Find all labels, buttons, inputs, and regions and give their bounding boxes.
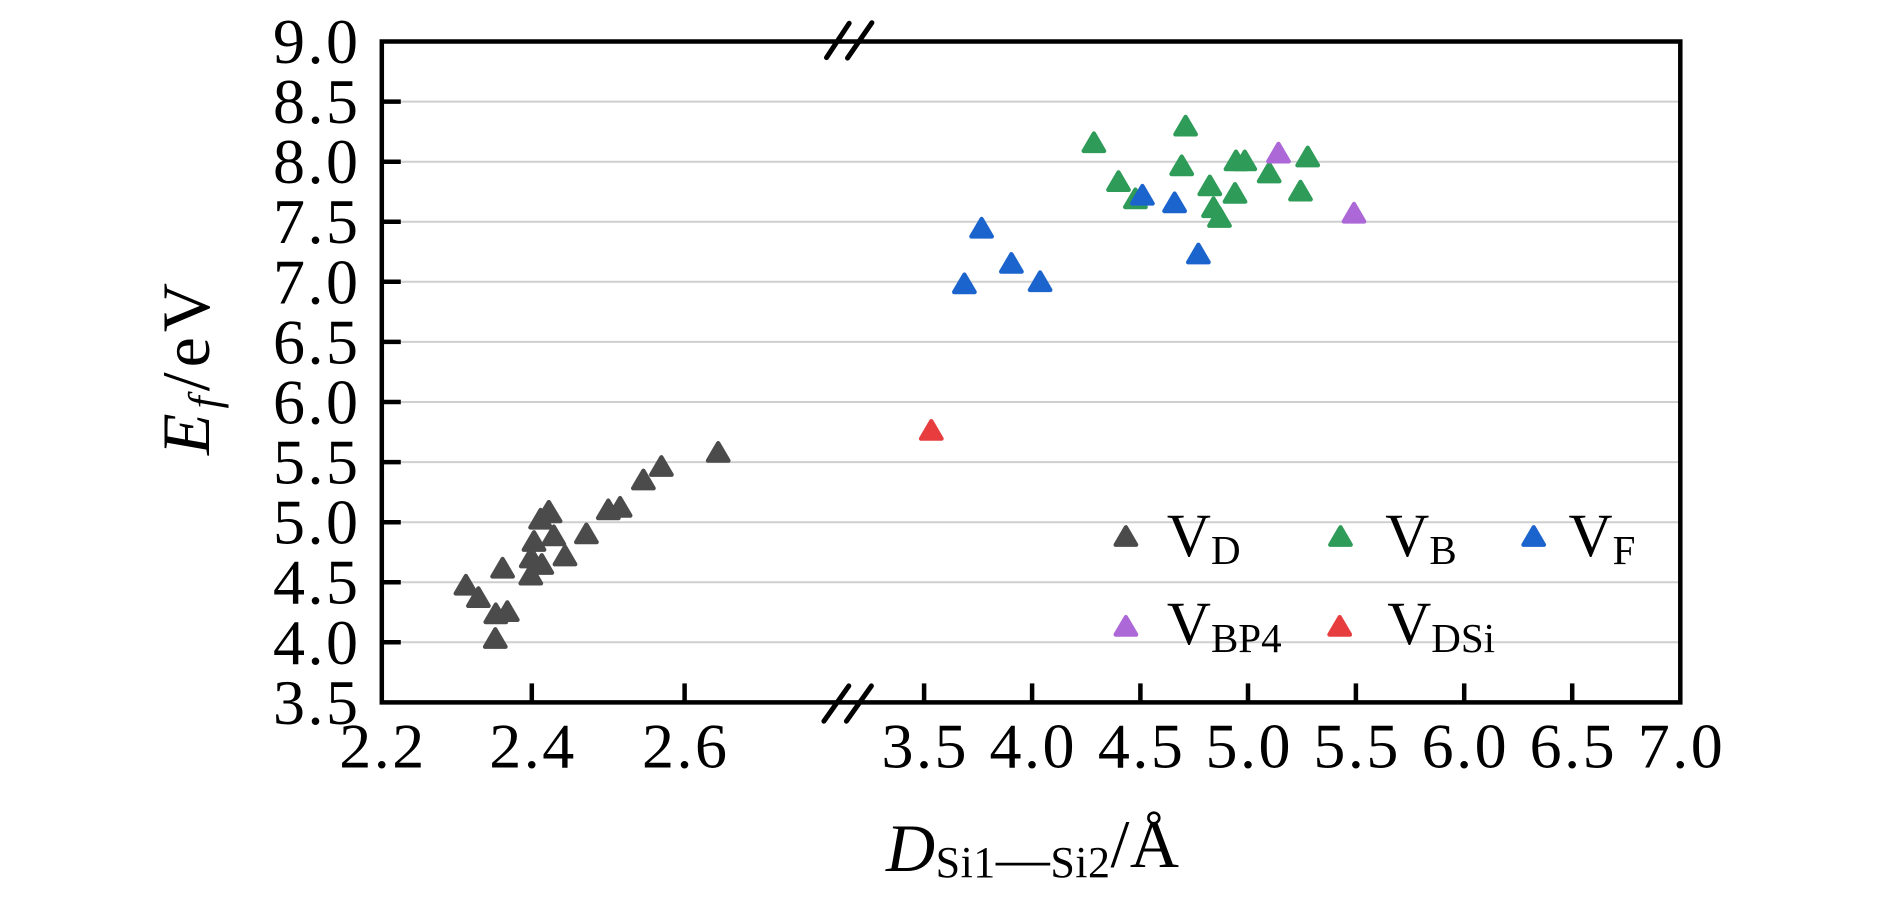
svg-text:2.2: 2.2 — [339, 711, 427, 782]
svg-text:6.0: 6.0 — [1422, 711, 1510, 782]
svg-text:2.4: 2.4 — [489, 711, 577, 782]
svg-text:DSi1—Si2/Å: DSi1—Si2/Å — [885, 806, 1180, 889]
svg-text:5.5: 5.5 — [1313, 711, 1401, 782]
svg-text:4.5: 4.5 — [1098, 711, 1186, 782]
svg-text:3.5: 3.5 — [882, 711, 970, 782]
svg-text:2.6: 2.6 — [642, 711, 730, 782]
svg-text:7.0: 7.0 — [1638, 711, 1726, 782]
svg-text:5.0: 5.0 — [273, 487, 361, 558]
svg-text:6.5: 6.5 — [273, 306, 361, 377]
svg-text:9.0: 9.0 — [273, 6, 361, 77]
svg-text:6.0: 6.0 — [273, 367, 361, 438]
svg-text:5.0: 5.0 — [1205, 711, 1293, 782]
svg-text:VB: VB — [1385, 503, 1456, 573]
svg-text:4.0: 4.0 — [273, 607, 361, 678]
svg-text:5.5: 5.5 — [273, 427, 361, 498]
svg-text:8.5: 8.5 — [273, 66, 361, 137]
svg-text:3.5: 3.5 — [273, 667, 361, 738]
svg-text:4.0: 4.0 — [990, 711, 1078, 782]
svg-text:4.5: 4.5 — [273, 547, 361, 618]
svg-text:7.0: 7.0 — [273, 246, 361, 317]
svg-text:Ef/eV: Ef/eV — [148, 278, 229, 456]
svg-text:8.0: 8.0 — [273, 126, 361, 197]
svg-text:6.5: 6.5 — [1530, 711, 1618, 782]
svg-text:7.5: 7.5 — [273, 186, 361, 257]
